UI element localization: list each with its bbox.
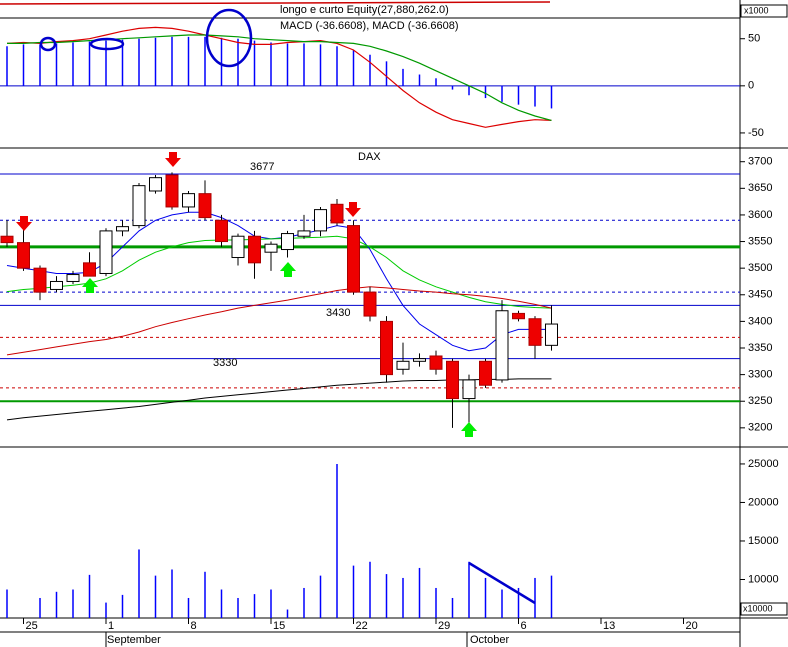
candle-body — [479, 360, 492, 386]
month-label: October — [470, 634, 509, 646]
candle-body — [314, 209, 327, 232]
candle-body — [132, 185, 146, 227]
line-series — [6, 286, 552, 356]
y-tick-label: -50 — [748, 127, 764, 139]
candle-body — [380, 320, 393, 376]
line-series — [6, 378, 552, 421]
equity-line — [0, 1, 551, 5]
y-tick-label: 15000 — [748, 535, 779, 547]
candle-body — [17, 242, 30, 269]
candle-body — [528, 318, 542, 346]
candle-body — [83, 262, 96, 277]
level-label: 3430 — [326, 307, 350, 319]
x-tick-label: 29 — [438, 620, 450, 632]
candle-body — [215, 219, 228, 243]
trend-annotation — [468, 561, 536, 605]
candle-body — [182, 193, 195, 208]
y-tick-label: 3400 — [748, 315, 772, 327]
y-tick-label: 3200 — [748, 422, 772, 434]
level-label: 3330 — [213, 357, 237, 369]
candle-body — [512, 312, 525, 320]
candle-body — [462, 379, 476, 400]
candle-body — [264, 243, 278, 253]
level-label: 3677 — [250, 161, 274, 173]
candle-body — [50, 280, 63, 290]
line-series — [6, 211, 552, 352]
candle-body — [66, 274, 80, 282]
candle-body — [545, 323, 558, 346]
buy-arrow — [461, 422, 477, 437]
equity-title: longo e curto Equity(27,880,262.0) — [280, 4, 449, 16]
macd-title: MACD (-36.6608), MACD (-36.6608) — [280, 20, 459, 32]
candle-body — [0, 235, 14, 244]
candle-body — [347, 225, 360, 293]
scale-label: x1000 — [744, 5, 769, 15]
candle-body — [429, 355, 443, 370]
candle-body — [165, 174, 179, 208]
y-tick-label: 25000 — [748, 458, 779, 470]
y-tick-label: 3550 — [748, 235, 772, 247]
y-tick-label: 20000 — [748, 496, 779, 508]
y-tick-label: 3650 — [748, 182, 772, 194]
candle-body — [297, 230, 311, 237]
y-tick-label: 50 — [748, 33, 760, 45]
x-tick-label: 25 — [26, 620, 38, 632]
candle-body — [231, 235, 245, 259]
sell-arrow — [345, 202, 361, 217]
price-title: DAX — [358, 151, 381, 163]
candle-body — [363, 291, 377, 317]
circle-annotation — [89, 37, 125, 51]
x-tick-label: 8 — [191, 620, 197, 632]
candle-body — [495, 310, 509, 381]
month-label: September — [107, 634, 161, 646]
y-tick-label: 3250 — [748, 395, 772, 407]
sell-arrow — [16, 216, 32, 231]
y-tick-label: 3500 — [748, 262, 772, 274]
y-tick-label: 10000 — [748, 573, 779, 585]
candle-body — [198, 193, 212, 219]
candle-body — [116, 226, 129, 232]
candle-body — [33, 267, 47, 293]
line-series — [6, 26, 552, 128]
buy-arrow — [280, 262, 296, 277]
y-tick-label: 3350 — [748, 342, 772, 354]
x-tick-label: 1 — [108, 620, 114, 632]
candle-body — [330, 203, 344, 224]
x-tick-label: 6 — [521, 620, 527, 632]
sell-arrow — [165, 152, 181, 167]
scale-box — [740, 4, 788, 18]
candle-body — [248, 235, 261, 264]
x-tick-label: 13 — [603, 620, 615, 632]
circle-annotation — [205, 8, 253, 68]
candle-body — [446, 360, 459, 400]
x-tick-label: 15 — [273, 620, 285, 632]
candle-body — [99, 230, 113, 274]
scale-box — [740, 602, 788, 616]
buy-arrow — [82, 278, 98, 293]
candle-body — [413, 358, 426, 362]
scale-label: x10000 — [743, 603, 773, 613]
x-tick-label: 20 — [686, 620, 698, 632]
y-tick-label: 3450 — [748, 289, 772, 301]
x-tick-label: 22 — [356, 620, 368, 632]
candle-body — [396, 360, 410, 370]
circle-annotation — [39, 36, 57, 52]
candle-body — [149, 177, 162, 192]
annotations — [16, 8, 536, 605]
plot-layer: 50 0 -50 3200 3250 3300 3350 3400 3450 3500 3550 36… — [0, 26, 779, 646]
y-tick-label: 3700 — [748, 156, 772, 168]
y-tick-label: 3300 — [748, 369, 772, 381]
y-tick-label: 3600 — [748, 209, 772, 221]
y-tick-label: 0 — [748, 80, 754, 92]
candle-body — [281, 233, 294, 251]
